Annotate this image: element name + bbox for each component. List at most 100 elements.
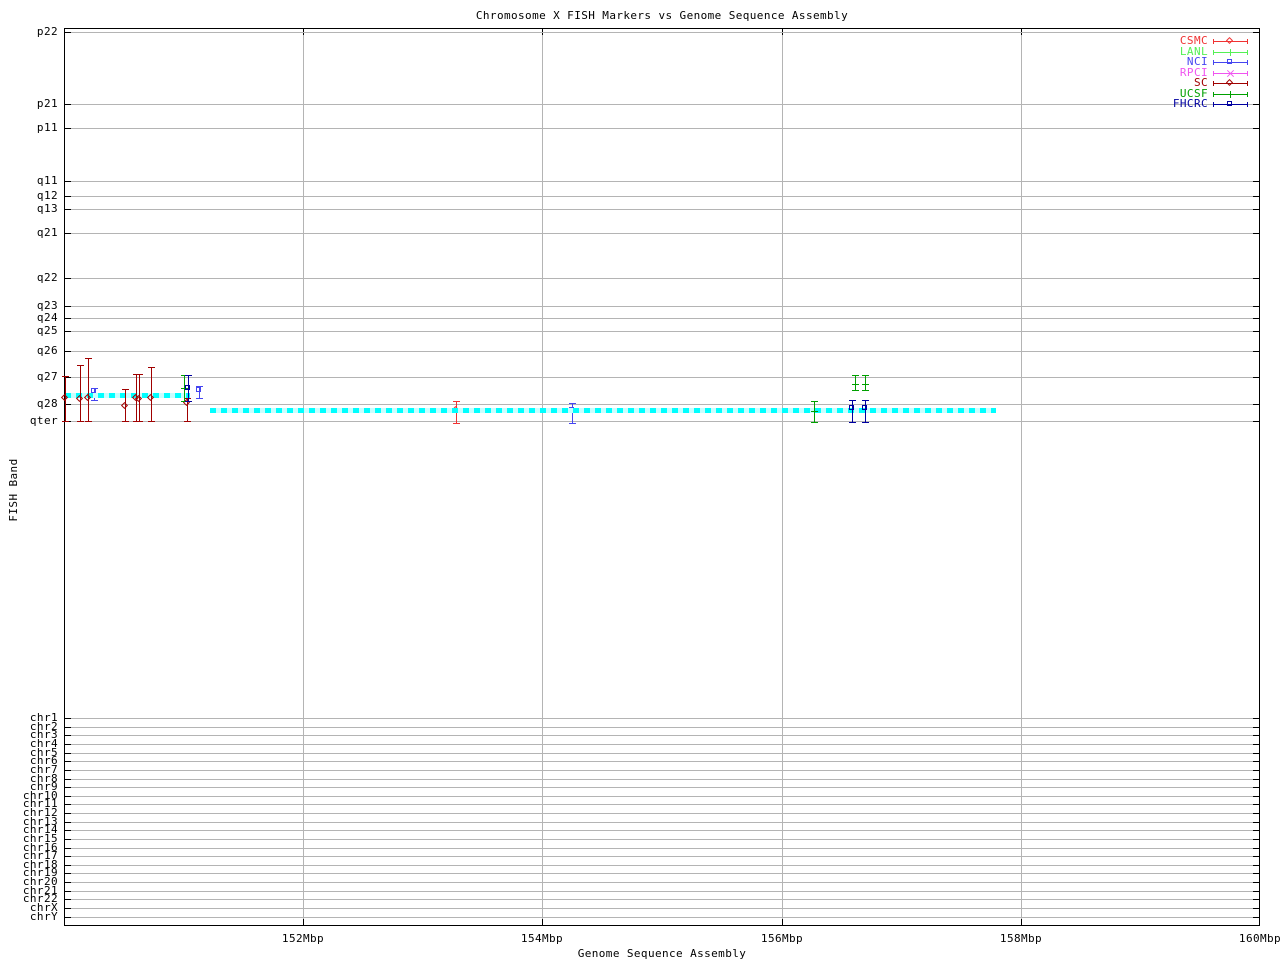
legend-sample-line (1213, 83, 1247, 84)
legend-label-nci: NCI (1186, 55, 1208, 68)
chrom-gridline (65, 744, 1259, 745)
errorbar-line (151, 367, 152, 422)
chrom-gridline (65, 761, 1259, 762)
band-tick-left (65, 181, 71, 182)
chrom-tick-label: chr14 (22, 823, 58, 836)
errorbar-cap-bottom (185, 401, 192, 402)
errorbar-line (80, 365, 81, 422)
band-tick-left (65, 351, 71, 352)
legend-sample-cap-right (1247, 92, 1248, 97)
ucsf-marker (865, 381, 866, 388)
errorbar-cap-bottom (77, 421, 84, 422)
chrom-tick-label: chrY (29, 910, 58, 923)
legend-sample-cap-left (1213, 50, 1214, 55)
band-tick-right (1253, 278, 1259, 279)
x-gridline (303, 29, 304, 925)
errorbar-cap-top (453, 401, 460, 402)
chrom-gridline (65, 718, 1259, 719)
band-tick-label: q24 (36, 311, 58, 324)
x-tick-label: 156Mbp (760, 932, 804, 945)
chrom-tick-right (1253, 761, 1259, 762)
chrom-gridline (65, 727, 1259, 728)
chrom-gridline (65, 917, 1259, 918)
ucsf-marker (814, 408, 815, 415)
band-tick-label: p21 (36, 97, 58, 110)
errorbar-cap-bottom (453, 423, 460, 424)
band-tick-left (65, 104, 71, 105)
chrom-tick-left (65, 899, 71, 900)
chrom-tick-left (65, 727, 71, 728)
chrom-tick-right (1253, 882, 1259, 883)
band-tick-label: q28 (36, 397, 58, 410)
x-tick-bottom (782, 919, 783, 925)
errorbar-line (65, 376, 66, 422)
legend-marker-lanl (1230, 49, 1231, 56)
band-gridline (65, 318, 1259, 319)
chrom-tick-right (1253, 787, 1259, 788)
errorbar-cap-bottom (136, 421, 143, 422)
band-gridline (65, 233, 1259, 234)
assembly-segment (65, 393, 190, 398)
chrom-tick-left (65, 856, 71, 857)
chrom-gridline (65, 899, 1259, 900)
band-tick-label: q21 (36, 226, 58, 239)
ucsf-marker (855, 381, 856, 388)
chrom-gridline (65, 735, 1259, 736)
band-gridline (65, 306, 1259, 307)
x-tick-label: 154Mbp (520, 932, 564, 945)
errorbar-cap-top (862, 400, 869, 401)
errorbar-cap-bottom (91, 400, 98, 401)
chrom-tick-left (65, 761, 71, 762)
band-tick-label: q26 (36, 344, 58, 357)
errorbar-cap-bottom (85, 421, 92, 422)
band-gridline (65, 377, 1259, 378)
chrom-tick-label: chr13 (22, 815, 58, 828)
errorbar-cap-top (148, 367, 155, 368)
chrom-tick-right (1253, 735, 1259, 736)
chrom-gridline (65, 873, 1259, 874)
chrom-tick-left (65, 779, 71, 780)
chrom-tick-left (65, 813, 71, 814)
legend-sample-cap-left (1213, 81, 1214, 86)
chrom-tick-label: chr3 (29, 728, 58, 741)
legend-label-rpci: RPCI (1179, 66, 1208, 79)
band-tick-label: q23 (36, 299, 58, 312)
ucsf-marker (184, 385, 185, 392)
chrom-tick-left (65, 718, 71, 719)
errorbar-cap-bottom (196, 398, 203, 399)
band-tick-right (1253, 209, 1259, 210)
band-tick-label: q13 (36, 202, 58, 215)
x-tick-label: 160Mbp (1238, 932, 1280, 945)
legend-sample-cap-left (1213, 71, 1214, 76)
errorbar-cap-top (184, 398, 191, 399)
band-gridline (65, 104, 1259, 105)
legend-sample-cap-left (1213, 39, 1214, 44)
chart-title: Chromosome X FISH Markers vs Genome Sequ… (475, 9, 849, 22)
band-gridline (65, 404, 1259, 405)
chrom-gridline (65, 856, 1259, 857)
chrom-gridline (65, 813, 1259, 814)
band-gridline (65, 421, 1259, 422)
chrom-gridline (65, 779, 1259, 780)
band-tick-right (1253, 181, 1259, 182)
legend-sample-cap-right (1247, 60, 1248, 65)
band-gridline (65, 351, 1259, 352)
legend-sample-line (1213, 104, 1247, 105)
chrom-tick-label: chr11 (22, 797, 58, 810)
chrom-tick-label: chr9 (29, 780, 58, 793)
legend-sample-cap-right (1247, 81, 1248, 86)
fhcrc-marker (185, 385, 190, 390)
chrom-tick-right (1253, 727, 1259, 728)
errorbar-line (136, 374, 137, 422)
band-tick-left (65, 32, 71, 33)
chrom-gridline (65, 865, 1259, 866)
chrom-tick-right (1253, 839, 1259, 840)
errorbar-cap-top (62, 376, 69, 377)
chrom-tick-right (1253, 796, 1259, 797)
errorbar-cap-top (77, 365, 84, 366)
errorbar-cap-bottom (862, 422, 869, 423)
chrom-tick-label: chr5 (29, 746, 58, 759)
band-tick-right (1253, 404, 1259, 405)
chrom-tick-left (65, 735, 71, 736)
legend-label-csmc: CSMC (1179, 34, 1208, 47)
